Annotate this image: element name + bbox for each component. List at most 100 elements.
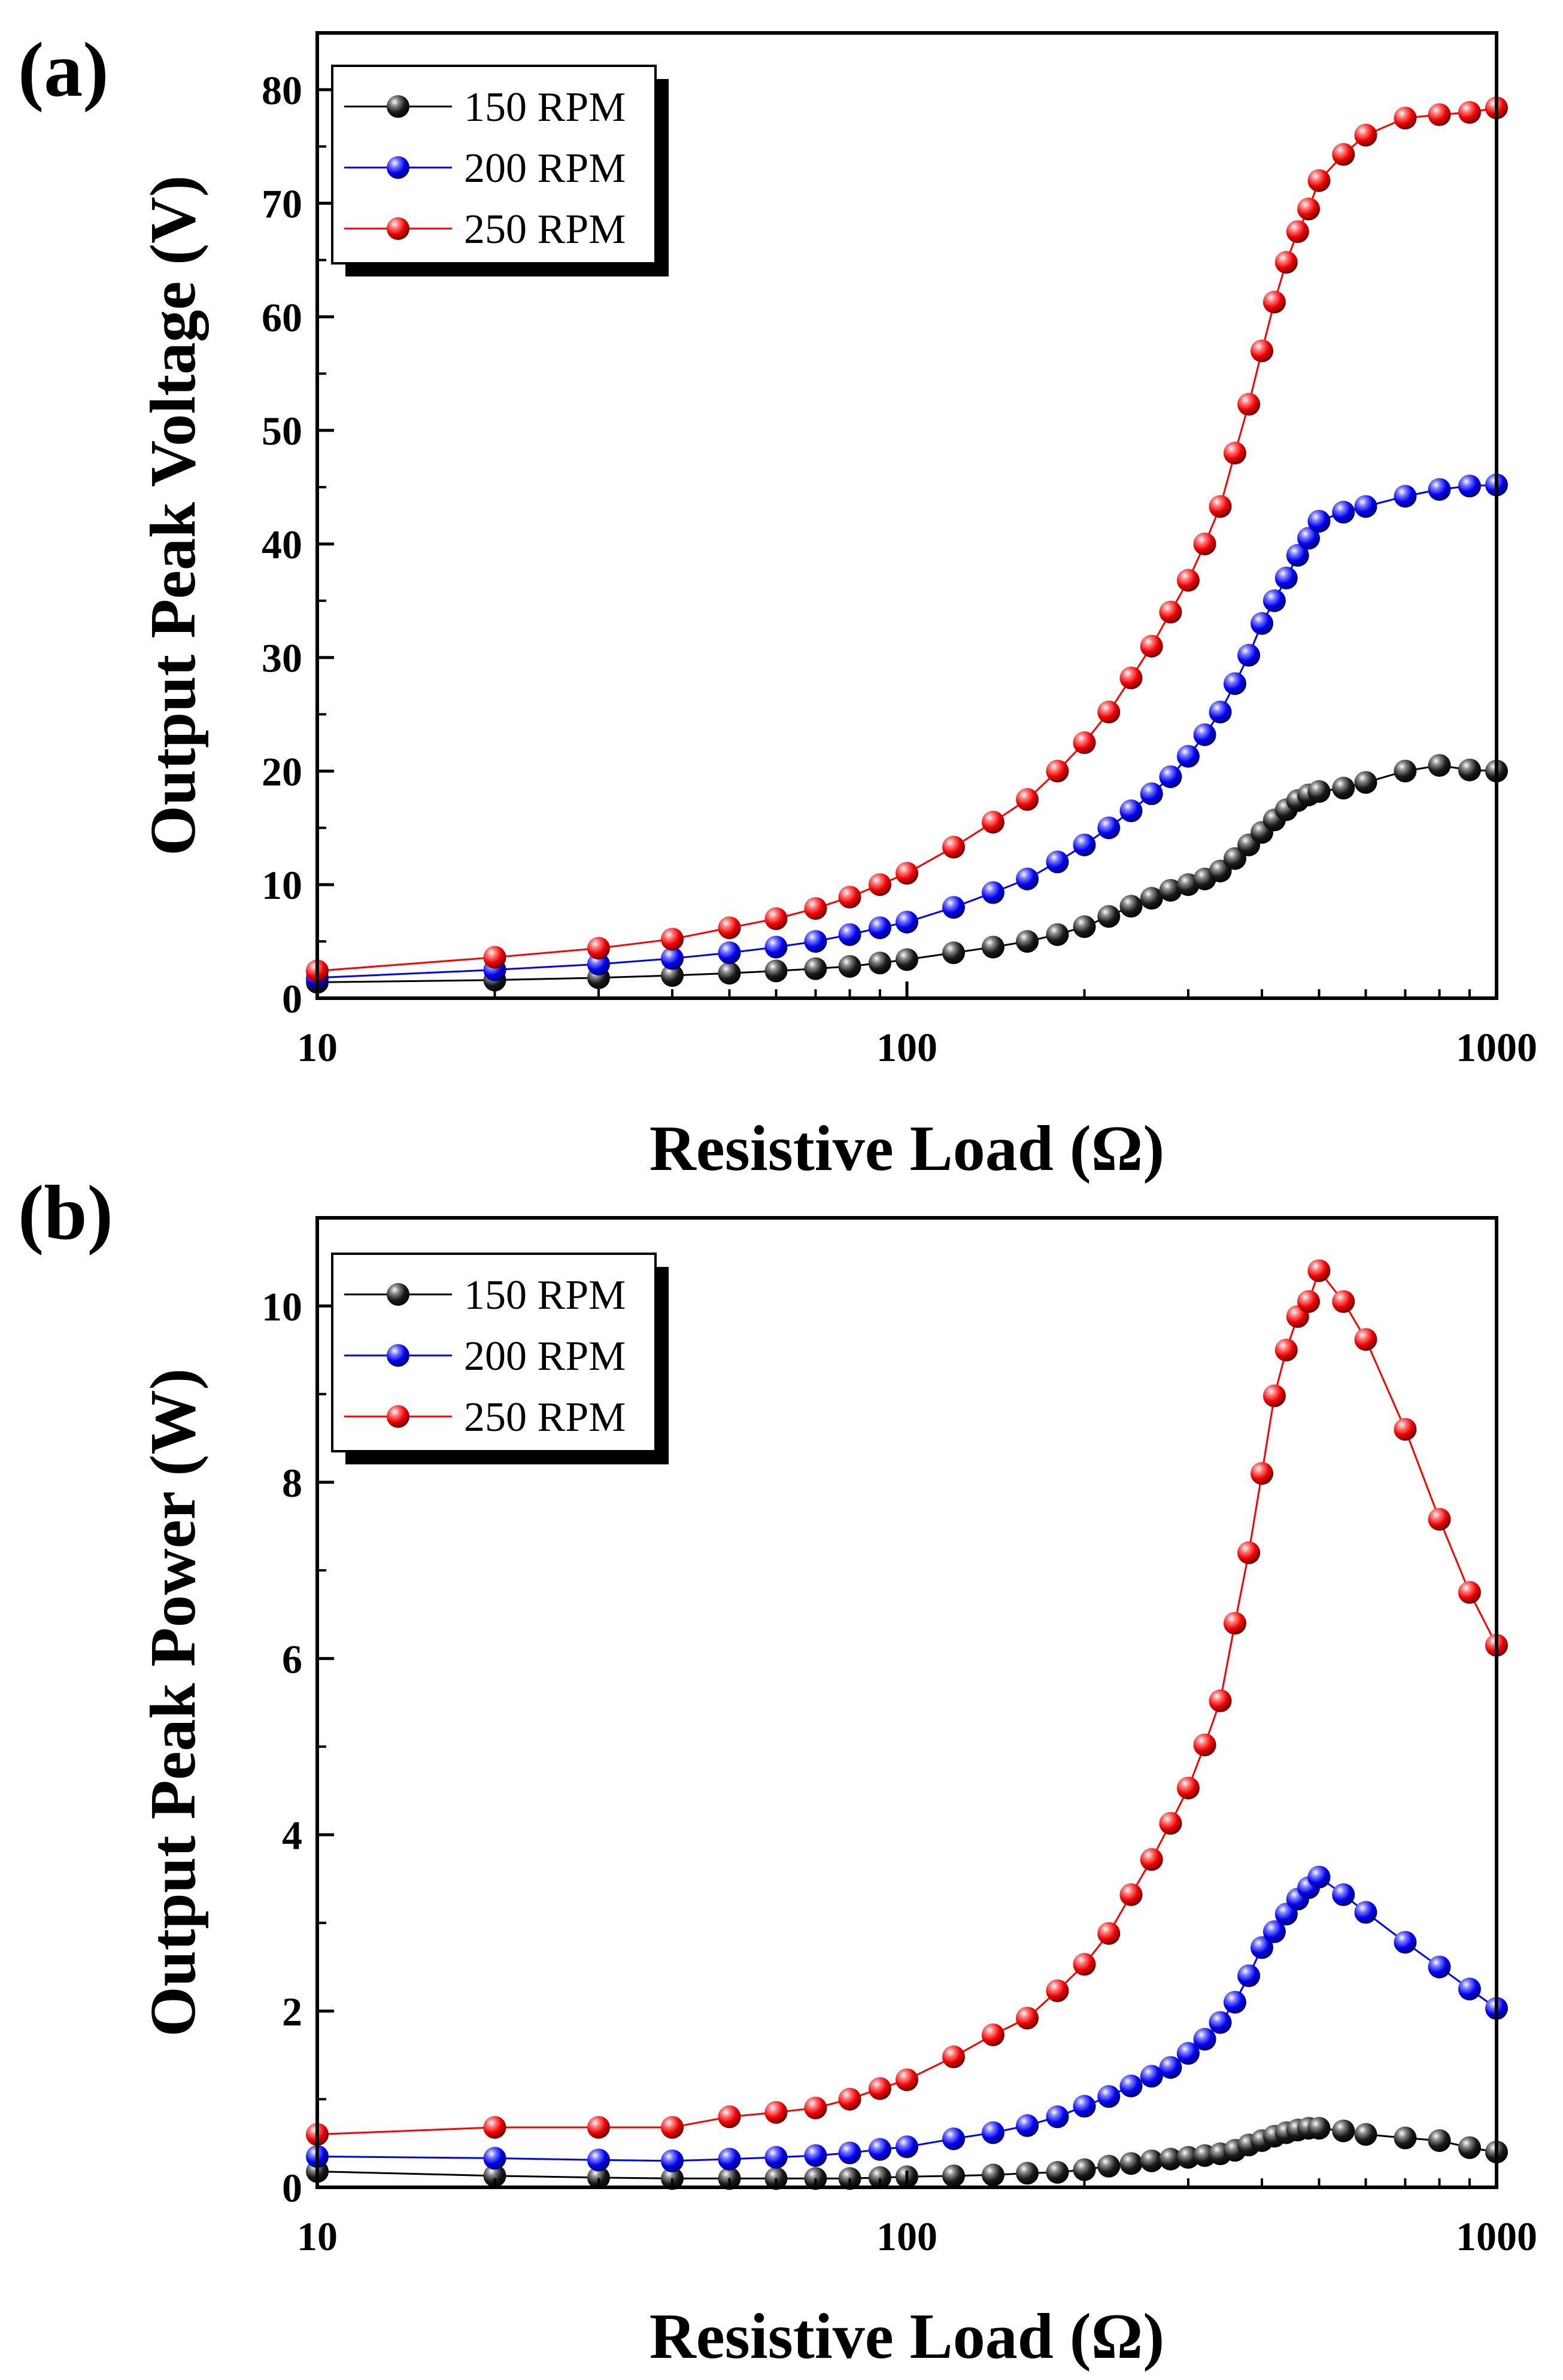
data-point xyxy=(1237,643,1261,667)
data-point xyxy=(1193,1733,1216,1756)
data-point xyxy=(1016,2007,1039,2030)
data-point xyxy=(838,923,861,946)
data-point xyxy=(1209,2011,1232,2034)
data-point xyxy=(1016,930,1039,953)
data-point xyxy=(483,2115,506,2139)
data-point xyxy=(838,2141,861,2165)
data-point xyxy=(1274,1338,1298,1361)
data-point xyxy=(1354,1328,1377,1351)
legend-label: 150 RPM xyxy=(464,1272,626,1318)
series-line-200-rpm xyxy=(317,484,1497,979)
data-point xyxy=(1140,2065,1163,2088)
data-point xyxy=(981,2121,1004,2144)
data-point xyxy=(1251,612,1274,635)
y-tick-label: 8 xyxy=(282,1460,302,1506)
data-point xyxy=(981,2163,1004,2187)
data-point xyxy=(1458,2136,1481,2159)
data-point xyxy=(1307,1259,1331,1282)
data-point xyxy=(1458,1580,1481,1604)
y-axis-title-a: Output Peak Voltage (V) xyxy=(138,175,209,856)
panel-label-b: (b) xyxy=(18,1170,113,1256)
data-point xyxy=(1046,923,1069,946)
data-point xyxy=(942,896,965,919)
legend-marker xyxy=(387,1283,409,1306)
data-point xyxy=(1262,290,1286,314)
x-tick-label: 100 xyxy=(876,2214,937,2259)
data-point xyxy=(1458,758,1481,782)
data-point xyxy=(1119,2152,1143,2175)
data-point xyxy=(896,862,918,885)
data-point xyxy=(1159,2056,1182,2079)
data-point xyxy=(1159,765,1182,788)
data-point xyxy=(1176,1776,1200,1800)
data-point xyxy=(1394,759,1417,783)
data-point xyxy=(1251,339,1274,363)
data-point xyxy=(1332,2119,1355,2142)
data-point xyxy=(1307,509,1331,533)
data-point xyxy=(587,2166,610,2189)
data-point xyxy=(1307,2117,1331,2140)
data-point xyxy=(1251,1462,1274,1485)
data-point xyxy=(1016,2114,1039,2137)
data-point xyxy=(1073,1953,1096,1976)
data-point xyxy=(587,2148,610,2172)
data-point xyxy=(1046,850,1069,874)
data-point xyxy=(981,935,1004,959)
data-point xyxy=(1119,799,1143,822)
y-tick-label: 10 xyxy=(262,1284,302,1329)
y-tick-label: 0 xyxy=(282,2165,302,2211)
data-point xyxy=(1428,1507,1451,1531)
data-point xyxy=(1119,1883,1143,1907)
data-point xyxy=(1176,2042,1200,2065)
data-point xyxy=(838,886,861,909)
data-point xyxy=(868,2077,891,2101)
data-point xyxy=(1332,776,1355,800)
legend-label: 150 RPM xyxy=(464,84,626,130)
data-point xyxy=(868,2138,891,2161)
legend-label: 200 RPM xyxy=(464,145,626,192)
data-point xyxy=(1307,1865,1331,1889)
data-point xyxy=(1458,475,1481,498)
x-tick-label: 1000 xyxy=(1456,1025,1537,1070)
data-point xyxy=(1097,905,1121,928)
data-point xyxy=(1394,107,1417,130)
data-point xyxy=(1458,1977,1481,2001)
data-point xyxy=(1237,1541,1261,1564)
data-point xyxy=(1073,731,1096,755)
x-axis-title-b: Resistive Load (Ω) xyxy=(650,2301,1164,2372)
data-point xyxy=(1016,788,1039,811)
y-tick-label: 40 xyxy=(262,522,302,567)
data-point xyxy=(1394,1418,1417,1441)
data-point xyxy=(1286,220,1309,244)
data-point xyxy=(587,2115,610,2139)
data-point xyxy=(1297,527,1321,550)
data-point xyxy=(1140,634,1163,658)
data-point xyxy=(896,2135,918,2159)
data-point xyxy=(1332,500,1355,524)
data-point xyxy=(1332,143,1355,166)
x-axis-title-a: Resistive Load (Ω) xyxy=(650,1113,1164,1184)
data-point xyxy=(1159,2147,1182,2171)
data-point xyxy=(1159,600,1182,624)
data-point xyxy=(942,2045,965,2069)
x-tick-label: 1000 xyxy=(1456,2214,1537,2259)
data-point xyxy=(1237,1964,1261,1987)
data-point xyxy=(1193,723,1216,746)
data-point xyxy=(764,2101,788,2124)
data-point xyxy=(764,935,788,959)
data-point xyxy=(1354,1901,1377,1924)
data-point xyxy=(1209,700,1232,724)
data-point xyxy=(896,2068,918,2092)
data-point xyxy=(718,2147,741,2171)
data-point xyxy=(718,941,741,965)
data-point xyxy=(1394,485,1417,508)
data-point xyxy=(1159,879,1182,902)
data-point xyxy=(1297,1290,1321,1313)
data-point xyxy=(1097,2085,1121,2108)
data-point xyxy=(1016,867,1039,890)
data-point xyxy=(868,873,891,896)
data-point xyxy=(1251,1936,1274,1959)
data-point xyxy=(838,2087,861,2111)
